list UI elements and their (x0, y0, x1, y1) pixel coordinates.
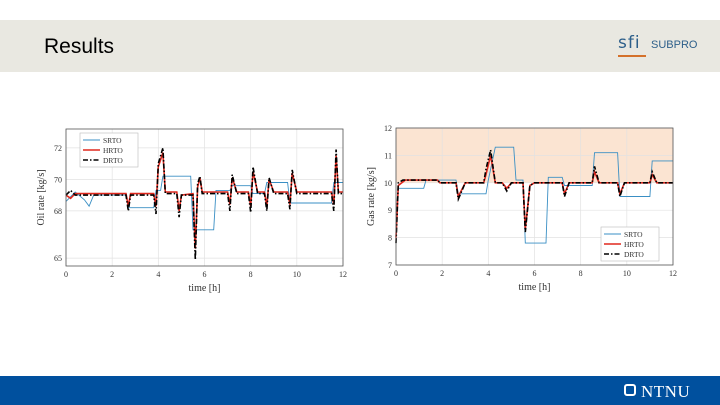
chart-1-legend-label-drto: DRTO (624, 250, 644, 259)
chart-0-x-tick-label: 0 (64, 270, 68, 279)
chart-1-x-tick-label: 10 (623, 269, 631, 278)
footer-brand: NTNU (641, 382, 691, 401)
chart-0-y-tick-label: 68 (54, 207, 62, 216)
footer-bar (0, 376, 720, 405)
chart-1-y-axis-label: Gas rate [kg/s] (366, 167, 377, 226)
chart-1-legend-label-hrto: HRTO (624, 240, 644, 249)
chart-0-y-tick-label: 72 (54, 144, 62, 153)
chart-0-x-tick-label: 4 (156, 270, 160, 279)
logo-underline (618, 55, 646, 57)
chart-0-series-srto (65, 175, 343, 231)
chart-0-axes-frame (65, 128, 344, 267)
title-band (0, 20, 720, 72)
chart-0-x-tick-label: 2 (110, 270, 114, 279)
chart-1-y-tick-label: 9 (388, 206, 392, 215)
chart-1-y-tick-label: 11 (384, 151, 392, 160)
logo-mark: sfi (618, 33, 641, 53)
chart-1-x-tick-label: 8 (579, 269, 583, 278)
chart-1-y-tick-label: 10 (384, 179, 392, 188)
logo-text: SUBPRO (651, 39, 698, 51)
ntnu-logo-icon (624, 384, 636, 396)
chart-1-legend-label-srto: SRTO (624, 230, 643, 239)
chart-1-y-tick-label: 7 (388, 261, 392, 270)
chart-0-legend-label-srto: SRTO (103, 136, 122, 145)
chart-0-x-tick-label: 12 (339, 270, 347, 279)
chart-1-x-axis-label: time [h] (519, 282, 551, 293)
chart-0-x-tick-label: 8 (249, 270, 253, 279)
chart-0-x-tick-label: 10 (293, 270, 301, 279)
chart-1-x-tick-label: 6 (533, 269, 537, 278)
chart-0-y-axis-label: Oil rate [kg/s] (36, 169, 47, 225)
chart-1-y-tick-label: 8 (388, 234, 392, 243)
chart-0-legend-label-hrto: HRTO (103, 146, 123, 155)
chart-1-y-tick-label: 12 (384, 124, 392, 133)
chart-0-x-axis-label: time [h] (189, 283, 221, 294)
chart-0-series-drto (65, 147, 343, 260)
chart-1-x-tick-label: 4 (486, 269, 490, 278)
chart-1-x-tick-label: 0 (394, 269, 398, 278)
chart-0-x-tick-label: 6 (203, 270, 207, 279)
chart-0-legend-label-drto: DRTO (103, 156, 123, 165)
chart-0-y-tick-label: 70 (54, 175, 62, 184)
chart-1-x-tick-label: 12 (669, 269, 677, 278)
chart-0-y-tick-label: 65 (54, 254, 62, 263)
chart-1-x-tick-label: 2 (440, 269, 444, 278)
chart-1-series-drto (395, 149, 673, 244)
gas-rate-chart: 0 2 4 6 8 10 12 7 8 9 10 11 12 time [h] Gas rate [kg/s… (366, 124, 677, 293)
sfi-subpro-logo: sfi SUBPRO (618, 30, 718, 60)
slide-title: Results (44, 35, 115, 58)
chart-1-axes-frame (395, 127, 674, 266)
